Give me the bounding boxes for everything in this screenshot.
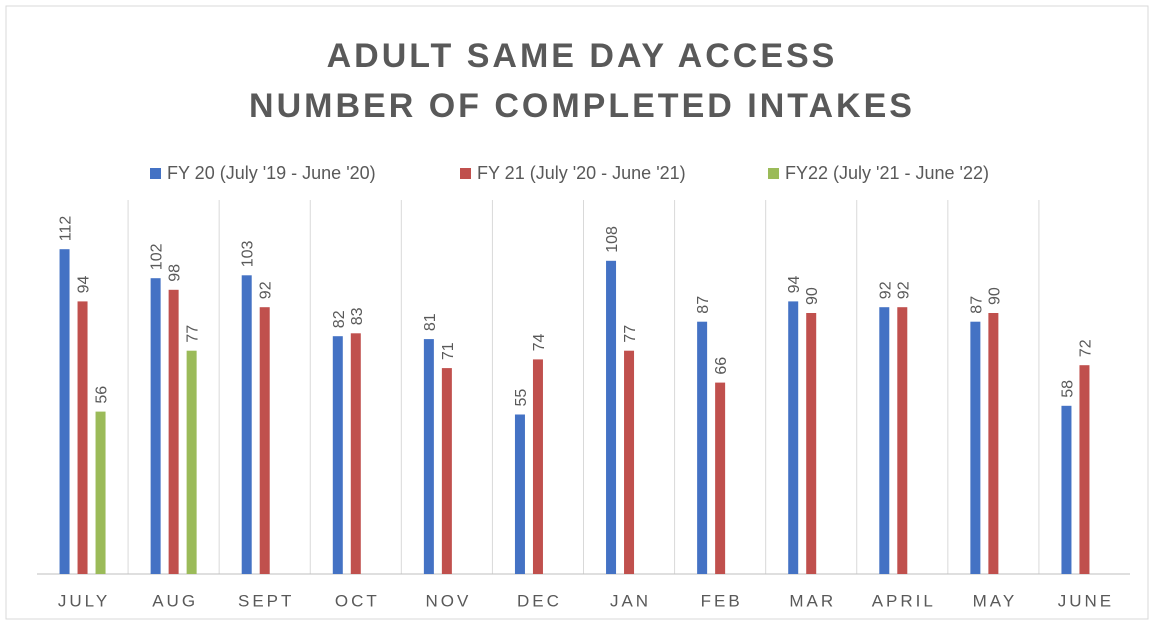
value-label: 56 xyxy=(94,386,111,404)
chart-title: ADULT SAME DAY ACCESS xyxy=(327,37,838,75)
bar xyxy=(423,339,434,574)
value-label: 92 xyxy=(895,281,912,299)
legend-swatch xyxy=(460,168,471,179)
value-label: 66 xyxy=(713,357,730,375)
bar xyxy=(186,350,197,574)
x-tick-label: AUG xyxy=(152,591,198,610)
value-label: 83 xyxy=(349,307,366,325)
value-label: 92 xyxy=(877,281,894,299)
bar xyxy=(715,382,726,574)
bar xyxy=(1061,405,1072,574)
value-label: 87 xyxy=(968,296,985,314)
value-label: 87 xyxy=(695,296,712,314)
legend-swatch xyxy=(768,168,779,179)
bar xyxy=(150,278,161,574)
bar xyxy=(95,411,106,574)
bar xyxy=(441,368,452,574)
legend-label: FY 20 (July '19 - June '20) xyxy=(167,163,376,183)
x-tick-label: JUNE xyxy=(1058,591,1114,610)
chart-title: NUMBER OF COMPLETED INTAKES xyxy=(249,87,915,125)
bar xyxy=(59,249,70,574)
value-label: 102 xyxy=(149,243,166,270)
x-tick-label: SEPT xyxy=(238,591,294,610)
value-label: 103 xyxy=(240,241,257,268)
value-label: 90 xyxy=(986,287,1003,305)
value-label: 94 xyxy=(76,276,93,294)
bar xyxy=(332,336,343,574)
x-tick-label: APRIL xyxy=(872,591,936,610)
bar xyxy=(241,275,252,574)
x-tick-label: DEC xyxy=(517,591,562,610)
value-label: 72 xyxy=(1077,339,1094,357)
bar xyxy=(988,313,999,574)
bar xyxy=(532,359,543,574)
bar xyxy=(897,307,908,574)
x-tick-label: JAN xyxy=(610,591,651,610)
value-label: 81 xyxy=(422,313,439,331)
x-tick-label: FEB xyxy=(701,591,743,610)
legend-swatch xyxy=(150,168,161,179)
value-label: 74 xyxy=(531,334,548,352)
x-tick-label: NOV xyxy=(425,591,471,610)
bar xyxy=(879,307,890,574)
bar xyxy=(350,333,361,574)
legend-label: FY 21 (July '20 - June '21) xyxy=(477,163,686,183)
value-label: 77 xyxy=(185,325,202,343)
value-label: 58 xyxy=(1059,380,1076,398)
value-label: 82 xyxy=(331,310,348,328)
bar xyxy=(168,289,179,574)
value-label: 98 xyxy=(167,264,184,282)
x-tick-label: MAR xyxy=(789,591,836,610)
x-tick-label: JULY xyxy=(58,591,110,610)
bar xyxy=(259,307,270,574)
bar xyxy=(624,350,635,574)
value-label: 55 xyxy=(513,389,530,407)
value-label: 112 xyxy=(58,216,75,242)
x-tick-label: OCT xyxy=(335,591,380,610)
bar xyxy=(606,260,617,574)
bar xyxy=(514,414,525,574)
bar xyxy=(697,321,708,574)
bar xyxy=(970,321,981,574)
bar xyxy=(806,313,817,574)
legend-label: FY22 (July '21 - June '22) xyxy=(785,163,989,183)
bar xyxy=(788,301,799,574)
value-label: 77 xyxy=(622,325,639,343)
x-tick-label: MAY xyxy=(973,591,1018,610)
value-label: 94 xyxy=(786,276,803,294)
bar xyxy=(77,301,88,574)
bar xyxy=(1079,365,1090,574)
value-label: 92 xyxy=(258,281,275,299)
value-label: 71 xyxy=(440,342,457,360)
value-label: 90 xyxy=(804,287,821,305)
value-label: 108 xyxy=(604,226,621,253)
